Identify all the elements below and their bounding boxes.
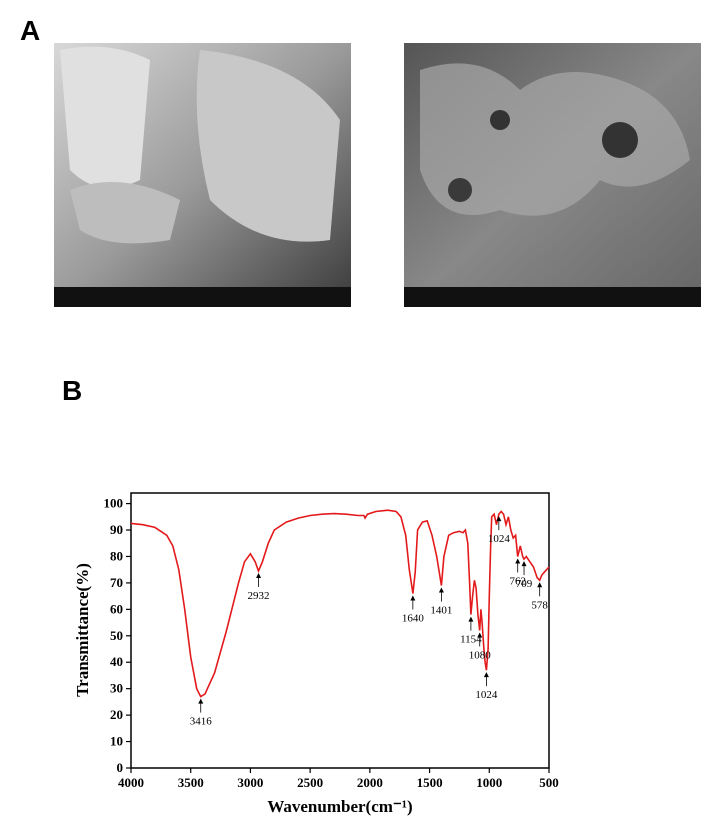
- plot-frame: [130, 492, 550, 769]
- y-tick-label: 30: [110, 681, 123, 696]
- arrow-head: [256, 573, 262, 579]
- arrow-head: [496, 516, 502, 522]
- x-tick-label: 1500: [417, 775, 443, 790]
- y-tick-label: 10: [110, 734, 123, 749]
- arrow-head: [477, 632, 483, 638]
- y-axis-label: Transmittance(%): [73, 563, 92, 697]
- y-tick-label: 20: [110, 707, 123, 722]
- y-tick-label: 0: [117, 760, 124, 775]
- annotation-label: 1640: [402, 612, 425, 624]
- x-tick-label: 500: [539, 775, 559, 790]
- spectrum-line: [130, 509, 550, 698]
- annotation-label: 1080: [469, 650, 492, 662]
- x-tick-label: 1000: [476, 775, 502, 790]
- annotation-label: 1401: [430, 605, 452, 617]
- annotation-label: 578: [531, 599, 548, 611]
- annotation-label: 2932: [248, 590, 270, 602]
- arrow-head: [537, 582, 543, 588]
- x-tick-label: 4000: [118, 775, 144, 790]
- x-tick-label: 3500: [178, 775, 204, 790]
- annotation-label: 1024: [488, 533, 511, 545]
- x-tick-label: 2000: [357, 775, 383, 790]
- arrow-head: [198, 698, 204, 704]
- sem-image: [54, 43, 351, 307]
- annotation-label: 1154: [460, 634, 482, 646]
- y-tick-label: 40: [110, 654, 123, 669]
- sem-image: [404, 43, 701, 307]
- y-tick-label: 90: [110, 522, 123, 537]
- arrow-head: [438, 587, 444, 593]
- annotation-label: 3416: [190, 716, 213, 728]
- x-tick-label: 3000: [237, 775, 263, 790]
- annotation-label: 1024: [475, 689, 498, 701]
- panel-label: A: [20, 15, 40, 46]
- panel-label: B: [62, 375, 82, 406]
- y-tick-label: 60: [110, 601, 123, 616]
- x-tick-label: 2500: [297, 775, 323, 790]
- y-tick-label: 80: [110, 548, 123, 563]
- arrow-head: [468, 616, 474, 622]
- arrow-head: [521, 561, 527, 567]
- arrow-head: [515, 558, 521, 564]
- annotation-label: 762: [509, 575, 526, 587]
- annotation-label: 709: [516, 578, 533, 590]
- y-tick-label: 70: [110, 575, 123, 590]
- arrow-head: [483, 672, 489, 678]
- x-axis-label: Wavenumber(cm⁻¹): [267, 797, 412, 816]
- arrow-head: [410, 595, 416, 601]
- y-tick-label: 100: [104, 496, 124, 511]
- y-tick-label: 50: [110, 628, 123, 643]
